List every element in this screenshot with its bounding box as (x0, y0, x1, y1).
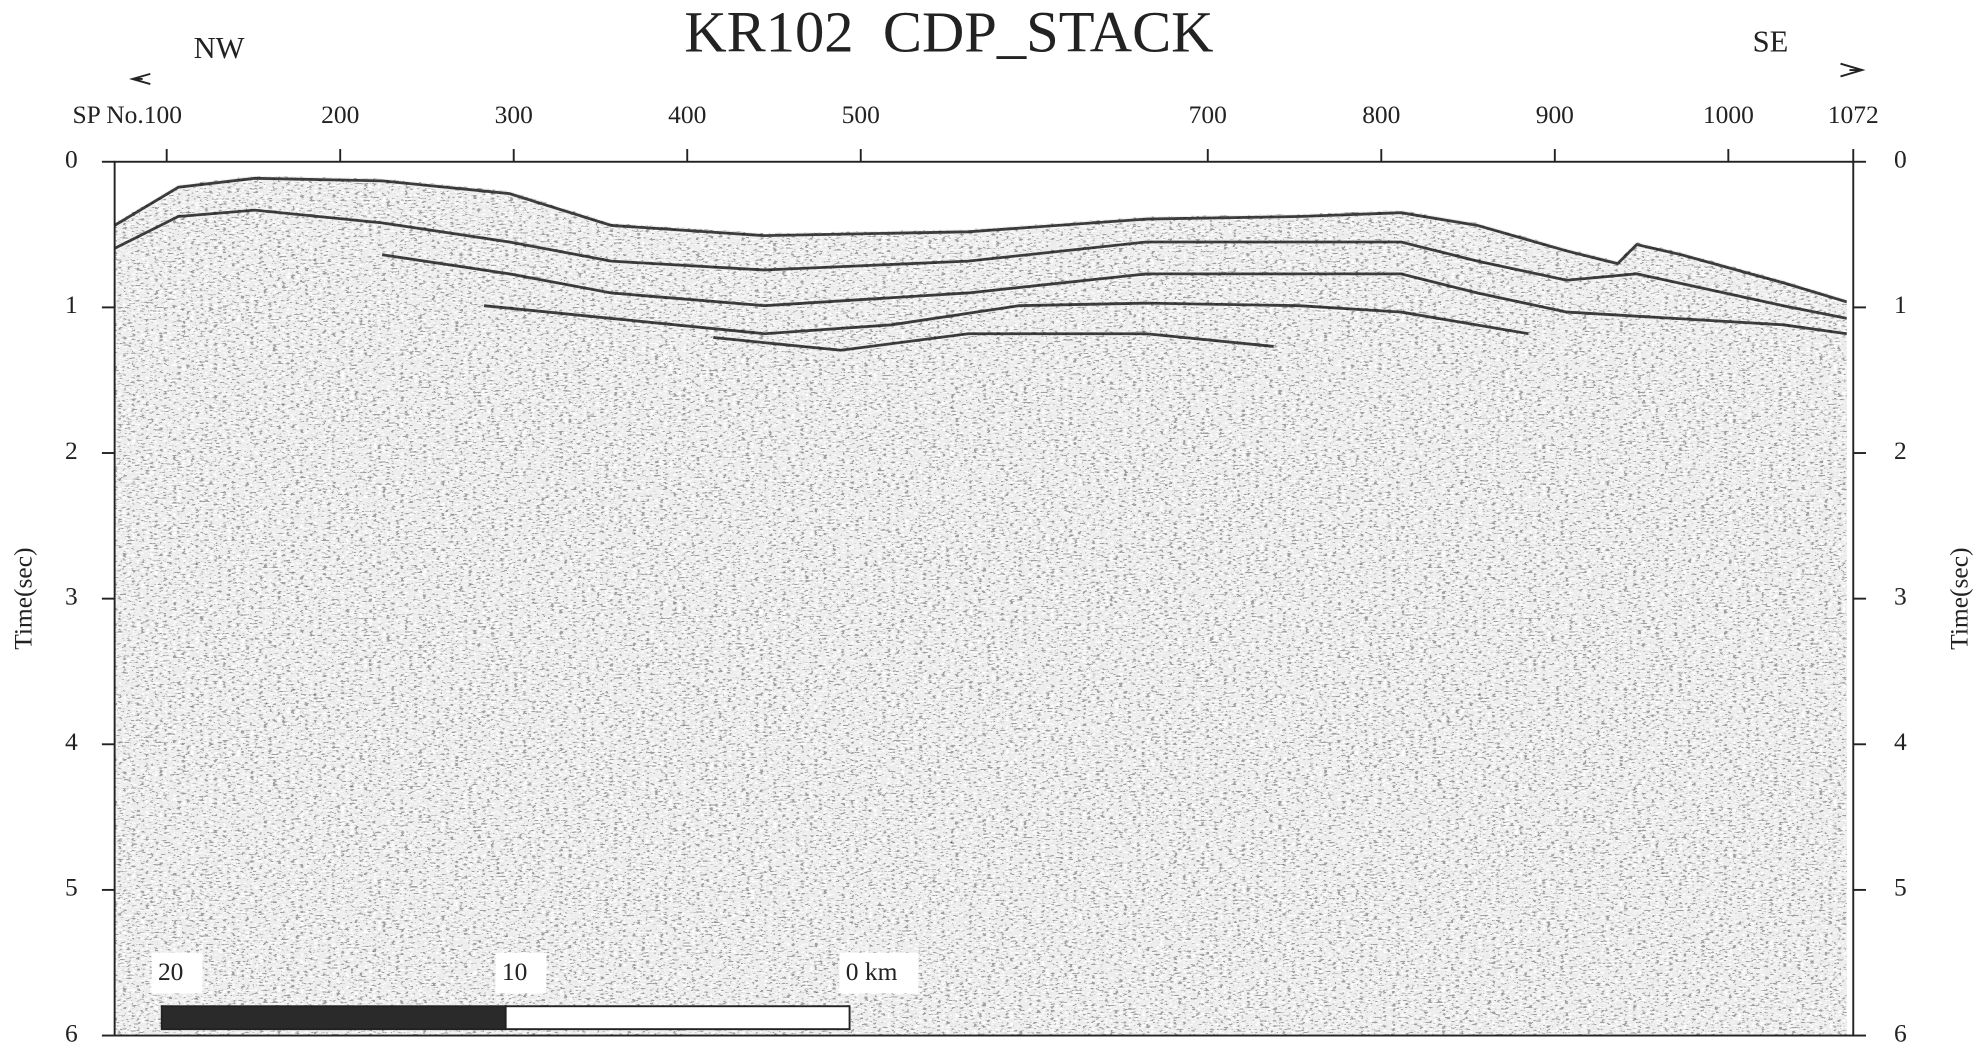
y-tick-label-right: 0 (1894, 145, 1907, 174)
y-tick-label-right: 1 (1894, 290, 1907, 319)
x-tick-label: 300 (495, 100, 533, 129)
seismic-section (115, 162, 1854, 1036)
scale-bar-label: 10 (502, 957, 527, 986)
scale-bar-segment (162, 1006, 506, 1029)
x-tick-label: 1000 (1703, 100, 1754, 129)
x-tick-label: 400 (668, 100, 706, 129)
direction-right: SE (1753, 25, 1789, 59)
scale-bar-segment (506, 1006, 850, 1029)
direction-left: NW (194, 31, 245, 65)
y-tick-label-left: 0 (65, 145, 78, 174)
y-tick-label-left: 3 (65, 581, 78, 610)
x-tick-label: 200 (321, 100, 359, 129)
y-tick-label-left: 5 (65, 873, 78, 902)
arrow-left (132, 74, 150, 84)
y-axis-label-right: Time(sec) (1944, 547, 1973, 649)
y-tick-label-left: 4 (65, 727, 78, 756)
y-tick-label-right: 6 (1894, 1018, 1907, 1047)
y-tick-label-left: 1 (65, 290, 78, 319)
y-tick-label-right: 4 (1894, 727, 1907, 756)
y-tick-label-right: 5 (1894, 873, 1907, 902)
x-tick-label: 700 (1189, 100, 1227, 129)
scale-bar-label: 20 (158, 957, 183, 986)
seismic-texture (115, 162, 1854, 1036)
x-tick-label: 900 (1536, 100, 1574, 129)
chart-title: KR102 CDP_STACK (684, 0, 1213, 65)
arrow-right (1841, 64, 1863, 77)
y-axis-label-left: Time(sec) (8, 547, 37, 649)
x-tick-label: 800 (1362, 100, 1400, 129)
y-tick-label-right: 3 (1894, 581, 1907, 610)
x-tick-label: 1072 (1828, 100, 1879, 129)
y-tick-label-left: 2 (65, 436, 78, 465)
y-tick-label-right: 2 (1894, 436, 1907, 465)
scale-bar-label: 0 km (846, 957, 898, 986)
x-tick-label: SP No.100 (73, 100, 182, 129)
y-tick-label-left: 6 (65, 1018, 78, 1047)
x-tick-label: 500 (842, 100, 880, 129)
chart: KR102 CDP_STACK NW SE Time(sec) Time(sec… (0, 0, 1987, 1047)
